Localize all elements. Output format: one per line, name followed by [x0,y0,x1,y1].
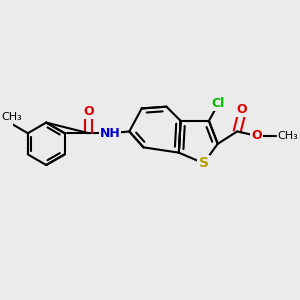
Text: O: O [236,103,247,116]
Text: CH₃: CH₃ [278,131,298,141]
Text: Cl: Cl [211,97,224,110]
Text: CH₃: CH₃ [1,112,22,122]
Text: S: S [199,156,208,170]
Text: O: O [251,129,262,142]
Text: NH: NH [100,127,120,140]
Text: O: O [83,105,94,118]
